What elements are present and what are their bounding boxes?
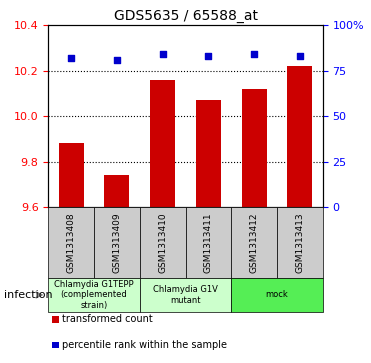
- Bar: [196, 100, 221, 207]
- Text: GSM1313412: GSM1313412: [250, 212, 259, 273]
- Bar: [150, 80, 175, 207]
- Text: Chlamydia G1V
mutant: Chlamydia G1V mutant: [153, 285, 218, 305]
- Text: GSM1313411: GSM1313411: [204, 212, 213, 273]
- Text: infection: infection: [4, 290, 52, 300]
- Text: transformed count: transformed count: [62, 314, 153, 325]
- Bar: [59, 143, 84, 207]
- Text: GSM1313413: GSM1313413: [295, 212, 304, 273]
- Text: mock: mock: [266, 290, 288, 299]
- Point: [251, 52, 257, 57]
- Bar: [287, 66, 312, 207]
- Point: [297, 53, 303, 59]
- Point: [160, 52, 165, 57]
- Text: GSM1313410: GSM1313410: [158, 212, 167, 273]
- Text: percentile rank within the sample: percentile rank within the sample: [62, 340, 227, 350]
- Point: [114, 57, 120, 63]
- Point: [68, 55, 74, 61]
- Text: GSM1313409: GSM1313409: [112, 212, 121, 273]
- Point: [206, 53, 211, 59]
- Bar: [104, 175, 129, 207]
- Title: GDS5635 / 65588_at: GDS5635 / 65588_at: [114, 9, 257, 23]
- Bar: [242, 89, 267, 207]
- Text: Chlamydia G1TEPP
(complemented
strain): Chlamydia G1TEPP (complemented strain): [54, 280, 134, 310]
- Text: GSM1313408: GSM1313408: [67, 212, 76, 273]
